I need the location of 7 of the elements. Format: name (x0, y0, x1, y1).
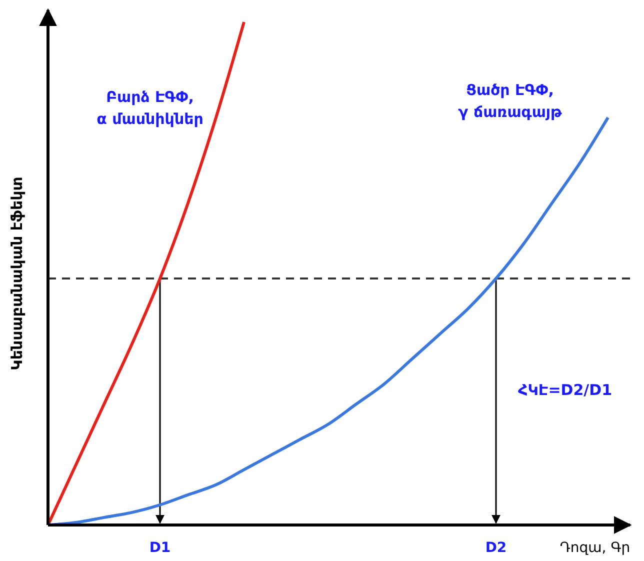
text: Ցածր ԷԳՓ, γ ճառագայթ (458, 81, 563, 121)
x-tick-label: D2 (485, 540, 507, 556)
y-axis-title: Կենսաբանական էֆեկտ (8, 176, 26, 370)
x-axis-title: Դոզա, Գր (560, 540, 630, 556)
annotation: ՀԿԷ=D2/D1 (518, 381, 612, 399)
x-tick-label: D1 (149, 540, 171, 556)
series-label: Բարձ ԷԳՓ, α մասնիկներ (96, 88, 204, 128)
